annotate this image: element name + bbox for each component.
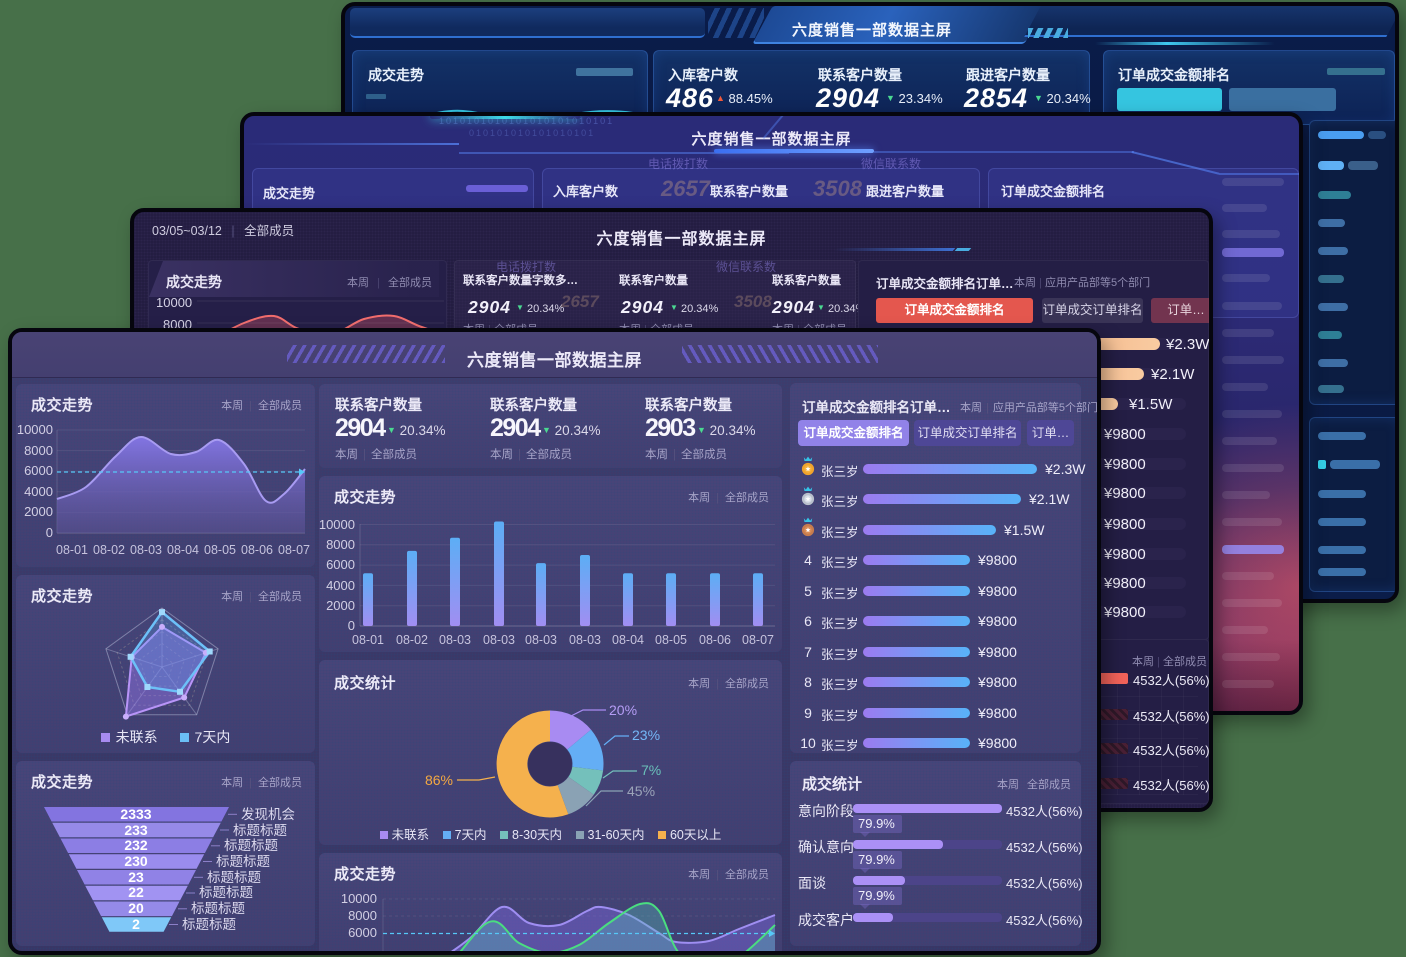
svg-text:6000: 6000 <box>24 463 53 478</box>
svg-text:10000: 10000 <box>341 891 377 906</box>
svg-text:10000: 10000 <box>17 422 53 437</box>
svg-text:08-04: 08-04 <box>612 633 644 647</box>
svg-text:232: 232 <box>124 837 148 853</box>
svg-text:4000: 4000 <box>24 484 53 499</box>
svg-text:08-05: 08-05 <box>204 543 236 557</box>
svg-text:08-03: 08-03 <box>525 633 557 647</box>
svg-text:08-06: 08-06 <box>699 633 731 647</box>
svg-text:发现机会: 发现机会 <box>241 807 295 822</box>
svg-text:22: 22 <box>128 884 144 900</box>
svg-text:230: 230 <box>124 853 148 869</box>
svg-text:45%: 45% <box>627 783 655 799</box>
svg-text:08-03: 08-03 <box>130 543 162 557</box>
svg-text:标题标题: 标题标题 <box>207 870 261 885</box>
svg-text:2000: 2000 <box>24 504 53 519</box>
svg-text:标题标题: 标题标题 <box>216 854 270 869</box>
svg-text:233: 233 <box>124 822 148 838</box>
svg-text:标题标题: 标题标题 <box>199 885 253 900</box>
svg-text:08-01: 08-01 <box>56 543 88 557</box>
svg-text:10000: 10000 <box>319 517 355 532</box>
svg-text:23: 23 <box>128 869 144 885</box>
svg-text:标题标题: 标题标题 <box>191 901 245 916</box>
svg-text:0: 0 <box>348 618 355 633</box>
svg-text:标题标题: 标题标题 <box>224 838 278 853</box>
svg-text:8000: 8000 <box>348 908 377 923</box>
svg-text:20%: 20% <box>609 702 637 718</box>
svg-text:08-07: 08-07 <box>278 543 310 557</box>
svg-text:86%: 86% <box>425 772 453 788</box>
svg-text:2333: 2333 <box>120 806 151 822</box>
svg-text:0: 0 <box>46 525 53 540</box>
svg-text:4000: 4000 <box>326 578 355 593</box>
svg-text:6000: 6000 <box>326 557 355 572</box>
svg-text:08-05: 08-05 <box>655 633 687 647</box>
svg-text:08-06: 08-06 <box>241 543 273 557</box>
svg-text:08-03: 08-03 <box>483 633 515 647</box>
svg-text:08-07: 08-07 <box>742 633 774 647</box>
svg-text:23%: 23% <box>632 727 660 743</box>
svg-text:08-01: 08-01 <box>352 633 384 647</box>
svg-text:08-03: 08-03 <box>569 633 601 647</box>
svg-text:08-04: 08-04 <box>167 543 199 557</box>
svg-text:2000: 2000 <box>326 598 355 613</box>
svg-text:08-03: 08-03 <box>439 633 471 647</box>
svg-text:08-02: 08-02 <box>93 543 125 557</box>
svg-text:标题标题: 标题标题 <box>182 917 236 932</box>
svg-text:7%: 7% <box>641 762 661 778</box>
svg-text:2: 2 <box>132 916 140 932</box>
svg-text:08-02: 08-02 <box>396 633 428 647</box>
svg-text:8000: 8000 <box>24 443 53 458</box>
svg-text:8000: 8000 <box>326 537 355 552</box>
svg-text:标题标题: 标题标题 <box>233 823 287 838</box>
svg-text:6000: 6000 <box>348 925 377 940</box>
svg-text:20: 20 <box>128 900 144 916</box>
